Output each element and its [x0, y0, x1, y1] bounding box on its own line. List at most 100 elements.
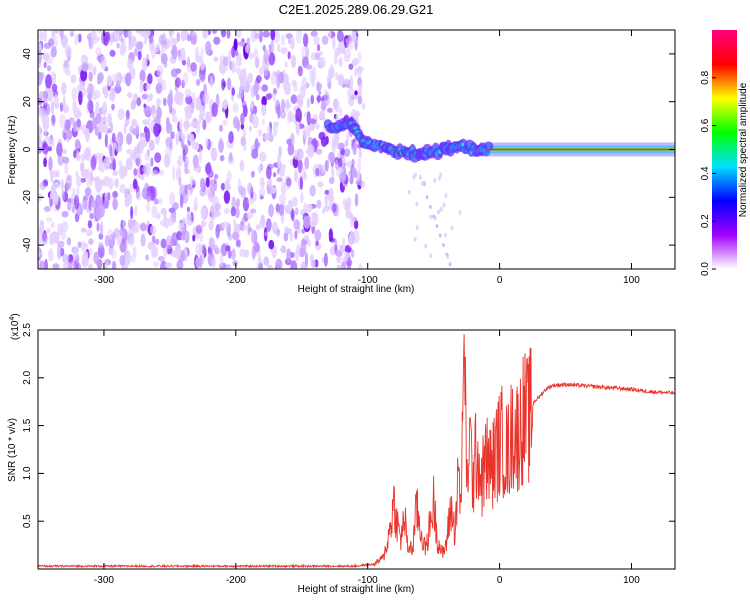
snr-background	[38, 330, 675, 569]
noise-blob	[306, 98, 310, 109]
noise-blob	[301, 228, 306, 234]
noise-blob	[163, 61, 168, 69]
noise-blob	[276, 103, 281, 119]
noise-blob	[192, 154, 199, 169]
noise-blob	[254, 242, 260, 253]
noise-blob	[220, 30, 227, 38]
noise-blob	[239, 80, 246, 87]
noise-blob	[100, 221, 104, 237]
noise-blob	[196, 120, 201, 134]
noise-blob	[326, 74, 332, 84]
noise-blob	[87, 263, 94, 269]
noise-blob	[350, 248, 355, 258]
noise-blob	[145, 190, 152, 203]
noise-blob	[331, 166, 335, 179]
noise-blob	[238, 185, 244, 196]
colorbar-gradient	[712, 30, 737, 269]
noise-blob	[75, 170, 79, 178]
noise-blob	[310, 260, 317, 268]
noise-blob	[211, 209, 218, 219]
noise-blob	[328, 228, 334, 242]
noise-blob	[151, 45, 157, 60]
noise-blob	[70, 74, 77, 84]
noise-blob	[133, 48, 138, 57]
noise-blob	[225, 245, 231, 252]
noise-blob	[239, 160, 245, 172]
noise-blob	[278, 203, 285, 216]
noise-blob	[42, 119, 50, 130]
noise-blob	[119, 183, 126, 194]
noise-blob	[92, 66, 97, 76]
noise-blob	[73, 149, 77, 159]
noise-blob	[300, 191, 304, 204]
noise-blob	[43, 30, 47, 43]
noise-blob	[87, 99, 93, 113]
noise-blob	[66, 237, 72, 246]
noise-blob	[89, 247, 94, 256]
noise-blob	[151, 169, 159, 177]
noise-blob	[78, 90, 83, 106]
noise-blob	[126, 58, 134, 70]
noise-blob	[314, 52, 321, 61]
noise-blob	[296, 148, 304, 161]
noise-blob	[108, 90, 116, 101]
noise-blob	[134, 204, 138, 217]
track-streak	[425, 195, 429, 200]
y-tick-label: 20	[22, 96, 33, 108]
noise-blob	[176, 130, 183, 136]
noise-blob	[346, 131, 350, 144]
noise-blob	[295, 121, 300, 136]
noise-blob	[222, 119, 228, 126]
noise-blob	[172, 165, 176, 181]
noise-blob	[253, 48, 259, 60]
noise-blob	[270, 39, 275, 55]
noise-blob	[184, 120, 190, 129]
noise-blob	[221, 78, 226, 91]
noise-blob	[226, 77, 232, 91]
snr-y-axis: 0.5 1.0 1.5 2.0 2.5	[22, 323, 675, 528]
noise-blob	[257, 254, 262, 265]
noise-blob	[41, 232, 48, 245]
noise-blob	[73, 109, 81, 119]
noise-blob	[145, 128, 151, 143]
noise-blob	[112, 73, 118, 83]
noise-blob	[333, 52, 338, 65]
noise-blob	[38, 226, 45, 235]
noise-blob	[139, 69, 146, 83]
noise-blob	[287, 143, 295, 156]
noise-blob	[228, 49, 232, 63]
noise-blob	[74, 138, 81, 150]
noise-blob	[127, 218, 133, 230]
noise-blob	[351, 158, 355, 168]
noise-blob	[357, 51, 362, 63]
noise-blob	[107, 191, 111, 201]
snr-multiplier: (x104)	[9, 313, 21, 340]
y-tick-label: 40	[22, 48, 33, 60]
spectrogram-signal-track	[323, 117, 675, 267]
noise-blob	[123, 30, 129, 39]
noise-blob	[52, 73, 57, 81]
noise-blob	[144, 162, 151, 176]
noise-blob	[204, 162, 212, 175]
noise-blob	[47, 146, 53, 152]
noise-blob	[289, 36, 295, 50]
noise-blob	[123, 166, 128, 177]
noise-blob	[227, 249, 232, 259]
noise-blob	[174, 92, 181, 105]
noise-blob	[75, 254, 80, 264]
noise-blob	[339, 171, 347, 184]
noise-blob	[165, 235, 173, 250]
x-tick-label: -100	[358, 575, 378, 586]
noise-blob	[228, 152, 233, 162]
noise-blob	[240, 112, 245, 125]
colorbar-tick-label: 0.8	[700, 70, 711, 84]
noise-blob	[181, 59, 187, 66]
noise-blob	[73, 121, 77, 133]
x-tick-label: 0	[497, 575, 503, 586]
noise-blob	[279, 169, 285, 178]
noise-blob	[38, 71, 43, 86]
noise-blob	[83, 147, 91, 160]
noise-blob	[62, 36, 67, 49]
noise-blob	[316, 199, 322, 209]
